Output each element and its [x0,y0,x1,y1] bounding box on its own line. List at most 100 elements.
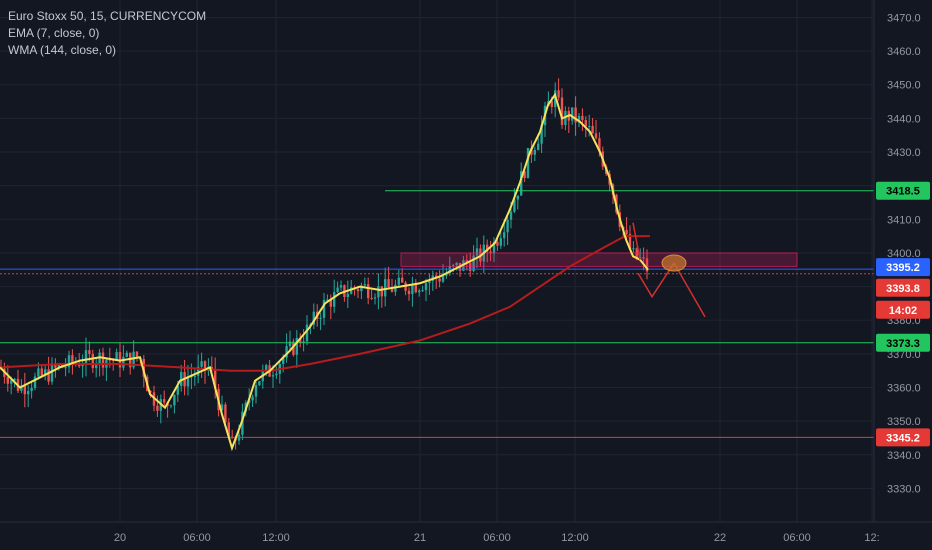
price-tick-label: 3370.0 [887,349,921,361]
candle-body [540,125,543,144]
grid-lines [0,0,874,522]
candle-body [336,287,339,293]
candle-body [169,405,173,407]
time-tick-label: 12:00 [561,532,589,544]
candle-body [455,262,458,266]
candle-body [384,279,387,297]
price-tags: 3418.5 3395.2 3393.8 14:02 3373.3 3345.2 [876,181,930,447]
candle-body [492,241,496,254]
candle-body [326,299,329,301]
candle-body [591,125,594,134]
candle-body [411,283,414,295]
price-tag-bg [876,181,930,200]
price-tick-label: 3450.0 [887,80,921,92]
candle-body [37,368,40,377]
candle-body [122,356,125,368]
candle-body [404,282,407,291]
candle-body [84,350,88,365]
candle-body [200,361,203,367]
candle-body [632,248,635,250]
candle-body [513,199,516,212]
candle-body [333,292,336,307]
candle-body [115,352,118,361]
price-tick-label: 3430.0 [887,147,921,159]
candle-body [503,232,506,239]
price-tag-p3393: 3393.8 [886,283,920,295]
legend-symbol[interactable]: Euro Stoxx 50, 15, CURRENCYCOM [8,9,207,23]
candle-body [472,255,475,272]
candle-body [373,297,377,299]
candle-body [496,241,499,246]
candle-body [190,376,193,378]
candle-body [67,355,71,368]
candle-body [581,115,584,121]
candle-body [312,311,315,325]
candle-body [448,265,451,274]
price-tick-label: 3410.0 [887,214,921,226]
horizontal-levels [0,190,874,438]
price-tag-p3373: 3373.3 [886,338,920,350]
candle-body [135,351,139,358]
candle-body [397,277,400,285]
candle-body [506,219,509,233]
candle-body [6,376,9,384]
projection-drawing [632,222,706,318]
price-tick-label: 3340.0 [887,450,921,462]
candle-body [180,372,183,386]
time-tick-label: 12: [864,532,879,544]
moving-averages [0,92,650,452]
time-tick-label: 06:00 [183,532,211,544]
candle-body [20,385,23,391]
legend-wma[interactable]: WMA (144, close, 0) [8,43,117,57]
candle-body [10,380,13,384]
candle-body [302,341,305,344]
price-tag-bg [876,278,930,297]
candle-body [156,405,159,411]
candle-body [346,293,349,298]
candle-body [469,263,472,272]
chart-legend: Euro Stoxx 50, 15, CURRENCYCOM EMA (7, c… [8,8,206,59]
candle-body [421,290,424,292]
candle-body [227,422,230,437]
candle-body [210,366,213,370]
ema-line [0,92,649,452]
candle-body [625,229,628,235]
candle-body [594,133,598,139]
candle-body [203,361,207,371]
candle-body [129,352,132,368]
candle-body [254,385,258,397]
candle-body [322,300,326,318]
candle-body [193,375,196,377]
candle-body [441,275,445,282]
candle-body [149,391,152,393]
candle-body [486,244,489,252]
price-tick-label: 3440.0 [887,113,921,125]
time-axis[interactable]: 20 06:00 12:00 21 06:00 12:00 22 06:00 12: [0,521,932,544]
candle-body [550,101,553,107]
candle-body [445,273,448,276]
price-tick-label: 3350.0 [887,416,921,428]
drop-arrow [632,222,641,260]
candle-body [163,399,166,403]
candle-body [305,324,309,342]
support-zone-box [400,252,798,267]
candle-body [414,283,417,293]
candle-body [50,363,54,382]
candle-body [370,298,373,300]
candle-body [295,337,298,355]
candle-body [173,394,176,406]
candle-body [88,350,91,355]
candle-body [329,299,332,307]
legend-ema[interactable]: EMA (7, close, 0) [8,26,100,40]
candle-body [645,258,649,272]
price-tick-label: 3360.0 [887,383,921,395]
time-tick-label: 06:00 [783,532,811,544]
candle-body [533,150,536,155]
price-tag-p3345: 3345.2 [886,432,920,444]
price-tick-label: 3460.0 [887,46,921,58]
candle-body [584,120,587,127]
candle-body [574,107,577,123]
price-tick-label: 3400.0 [887,248,921,260]
candle-body [438,278,441,282]
